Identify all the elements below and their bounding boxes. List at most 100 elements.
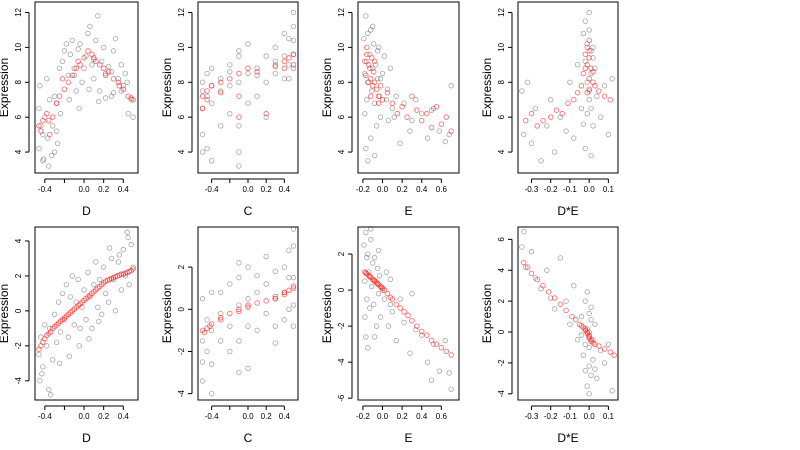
y-tick-label: 2 (177, 264, 186, 269)
red-point (438, 344, 445, 351)
black-point (245, 323, 251, 329)
black-point (381, 53, 388, 59)
black-point (112, 35, 119, 42)
black-point (100, 264, 107, 270)
red-point (366, 62, 372, 68)
black-point (40, 158, 46, 164)
black-point (387, 276, 394, 282)
red-point (217, 317, 224, 323)
black-point (368, 236, 374, 243)
x-tick-label: 0.2 (98, 412, 110, 421)
black-point (91, 281, 97, 288)
black-point (442, 138, 448, 145)
y-tick-label: 6 (497, 237, 506, 242)
x-axis-label: D (82, 204, 91, 218)
black-point (409, 290, 415, 297)
black-point (263, 253, 269, 260)
y-axis-label: Expression (160, 58, 174, 117)
black-point (286, 35, 292, 42)
red-point (130, 266, 136, 272)
red-point (586, 76, 592, 82)
black-point (99, 311, 105, 318)
red-point (254, 69, 260, 75)
black-point (75, 46, 81, 52)
black-point (245, 70, 251, 77)
black-point (128, 241, 134, 248)
red-point (59, 76, 66, 82)
black-point (55, 299, 62, 305)
red-point (428, 337, 435, 344)
y-axis-label: Expression (320, 284, 334, 343)
black-point (605, 131, 612, 138)
black-point (77, 325, 83, 332)
red-point (116, 83, 123, 89)
black-point (364, 254, 370, 261)
x-tick-label: 0.0 (242, 185, 254, 194)
black-point (272, 70, 278, 77)
black-point (368, 27, 374, 33)
black-point (208, 289, 215, 296)
scatter-panel-bottom-2: -0.4 0.0 0.2 0.4 -4 -2 0 2 C Expression (160, 226, 299, 445)
black-point (413, 327, 419, 333)
black-point (544, 267, 550, 273)
black-point (586, 9, 592, 16)
black-point (383, 269, 390, 275)
black-point (586, 97, 592, 103)
x-tick-label: 0.2 (261, 185, 273, 194)
black-point (51, 93, 58, 99)
black-point (383, 97, 390, 103)
y-axis-label: Expression (480, 284, 494, 343)
black-point (44, 76, 50, 82)
black-point (254, 327, 260, 334)
y-tick-label: 2 (337, 251, 346, 256)
black-point (199, 359, 206, 365)
black-point (424, 135, 431, 141)
black-point (236, 369, 242, 376)
black-point (73, 88, 79, 94)
black-point (419, 110, 425, 117)
red-point (204, 88, 210, 94)
black-point (48, 152, 55, 159)
red-point (245, 304, 251, 310)
red-point (373, 86, 380, 92)
red-point (281, 58, 288, 65)
red-point (394, 110, 400, 117)
black-point (41, 156, 47, 162)
red-point (40, 117, 46, 124)
black-point (89, 62, 95, 68)
y-tick-label: 4 (497, 267, 506, 272)
black-point (65, 334, 72, 340)
black-point (227, 62, 233, 68)
black-point (199, 79, 206, 85)
red-point (405, 312, 411, 319)
black-point (281, 317, 288, 323)
y-axis-label: Expression (480, 58, 494, 117)
black-point (381, 296, 388, 302)
red-point (534, 123, 540, 129)
black-point (56, 360, 63, 367)
black-point (290, 226, 297, 232)
red-point (44, 110, 50, 117)
red-point (236, 70, 242, 77)
black-point (122, 70, 128, 77)
red-point (423, 110, 430, 117)
red-point (409, 93, 415, 99)
x-tick-label: -0.2 (356, 185, 370, 194)
black-point (54, 140, 61, 147)
y-tick-label: 4 (177, 149, 186, 154)
black-point (204, 317, 210, 323)
black-point (115, 259, 122, 265)
x-tick-label: 0.2 (261, 412, 273, 421)
black-point (53, 339, 60, 346)
black-point (71, 322, 77, 328)
black-point (580, 121, 587, 127)
x-tick-label: 0.4 (118, 412, 130, 421)
black-point (63, 281, 70, 288)
black-point (272, 44, 278, 51)
red-point (607, 349, 614, 355)
black-point (389, 308, 396, 315)
black-point (36, 351, 42, 358)
black-point (204, 348, 210, 355)
red-point (362, 58, 368, 65)
scatter-panel-top-3: -0.2 0.0 0.2 0.4 0.6 4 6 8 10 12 E Expression (320, 1, 460, 218)
